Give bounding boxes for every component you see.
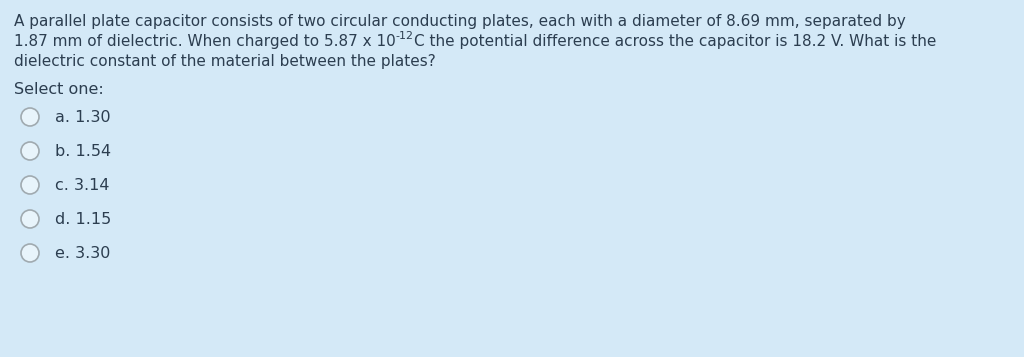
Ellipse shape: [22, 108, 39, 126]
Text: dielectric constant of the material between the plates?: dielectric constant of the material betw…: [14, 54, 436, 69]
Text: Select one:: Select one:: [14, 82, 103, 97]
Text: c. 3.14: c. 3.14: [55, 177, 110, 192]
Text: -12: -12: [395, 31, 414, 41]
Text: A parallel plate capacitor consists of two circular conducting plates, each with: A parallel plate capacitor consists of t…: [14, 14, 906, 29]
Ellipse shape: [22, 210, 39, 228]
Ellipse shape: [22, 176, 39, 194]
Text: C the potential difference across the capacitor is 18.2 V. What is the: C the potential difference across the ca…: [414, 34, 936, 49]
Text: e. 3.30: e. 3.30: [55, 246, 111, 261]
Text: 1.87 mm of dielectric. When charged to 5.87 x 10: 1.87 mm of dielectric. When charged to 5…: [14, 34, 395, 49]
Ellipse shape: [22, 244, 39, 262]
Text: a. 1.30: a. 1.30: [55, 110, 111, 125]
Text: d. 1.15: d. 1.15: [55, 211, 112, 226]
Text: b. 1.54: b. 1.54: [55, 144, 112, 159]
Ellipse shape: [22, 142, 39, 160]
